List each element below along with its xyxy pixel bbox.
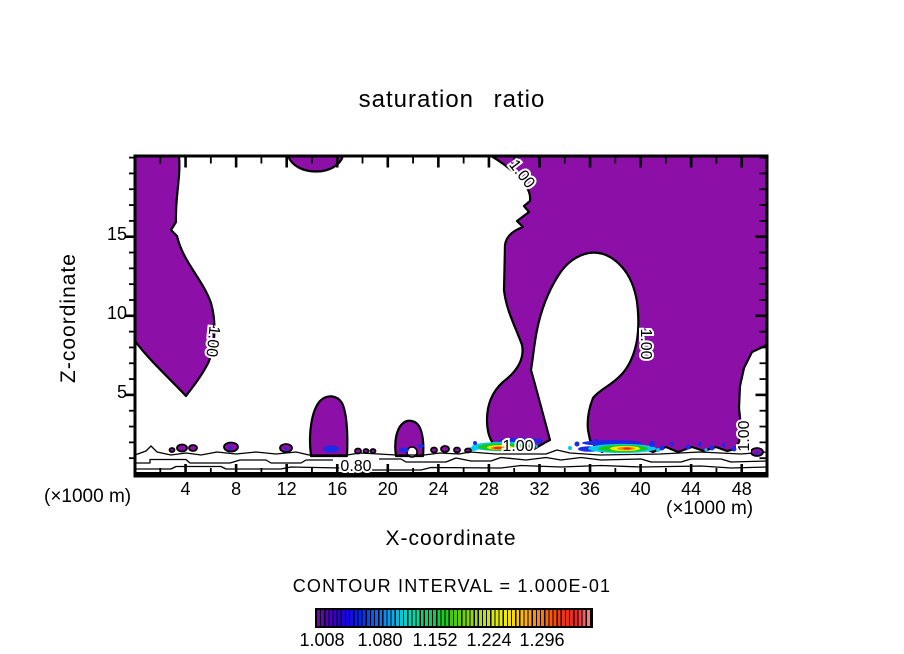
contour-label-100-surface: 1.00 <box>502 438 533 455</box>
axis-ticks <box>125 156 766 474</box>
contour-plume-1 <box>308 395 349 458</box>
surface-patches <box>168 441 764 457</box>
z-tick-label: 15 <box>106 223 127 244</box>
x-tick-label: 16 <box>327 479 348 499</box>
contour-label-080: 0.80 <box>340 458 371 475</box>
contour-label-100-dome: 1.00 <box>637 328 654 359</box>
x-axis-title: X-coordinate <box>385 527 517 550</box>
z-tick-label: 10 <box>106 302 127 323</box>
x-tick-label: 32 <box>529 479 550 499</box>
colorbar <box>315 608 593 628</box>
filled-contour-regions <box>133 154 769 458</box>
patch-blue-dot <box>228 446 232 450</box>
surface-ring <box>528 443 536 451</box>
x-tick-label: 44 <box>681 479 702 499</box>
contour-region-left-lobe <box>133 154 216 398</box>
contour-region-top-cap <box>286 154 345 173</box>
contour-interval-note: CONTOUR INTERVAL = 1.000E-01 <box>292 576 612 596</box>
x-tick-label: 36 <box>580 479 601 499</box>
x-tick-label: 24 <box>428 479 449 499</box>
patch-blue-dot <box>755 451 759 455</box>
surface-blue-speckles <box>323 438 737 453</box>
z-tick-label: 5 <box>116 381 127 402</box>
x-tick-label: 28 <box>478 479 499 499</box>
x-tick-label: 20 <box>377 479 398 499</box>
colorbar-tick-label: 1.008 <box>299 630 345 650</box>
x-tick-label: 40 <box>630 479 651 499</box>
surface-max-band-2 <box>578 440 656 454</box>
x-tick-label: 4 <box>180 479 191 499</box>
x-tick-label: 12 <box>276 479 297 499</box>
contour-label-100-rightwall: 1.00 <box>736 420 753 451</box>
x-axis-unit: (×1000 m) <box>666 498 754 519</box>
contour-plume-2 <box>394 419 425 458</box>
surface-cyan-speckles <box>568 446 708 452</box>
colorbar-tick-label: 1.152 <box>412 630 458 650</box>
colorbar-tick-label: 1.224 <box>466 630 512 650</box>
x-tick-label: 48 <box>731 479 752 499</box>
patch-blue-dot <box>284 447 288 451</box>
contour-region-right-mass <box>485 154 769 454</box>
colorbar-tick-label: 1.296 <box>519 630 565 650</box>
contour-label-100-left: 1.00 <box>202 325 222 358</box>
surface-max-band-1 <box>468 437 542 452</box>
x-tick-label: 8 <box>231 479 242 499</box>
page-title: saturation ratio <box>358 86 546 113</box>
colorbar-tick-label: 1.080 <box>357 630 403 650</box>
z-axis-unit: (×1000 m) <box>44 486 132 507</box>
